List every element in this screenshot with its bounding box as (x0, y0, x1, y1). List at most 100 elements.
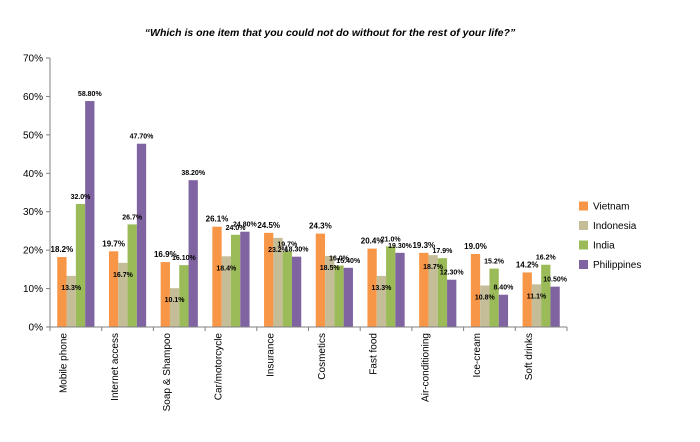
bar (136, 143, 147, 327)
bar (522, 272, 532, 327)
category-label: Ice-cream (472, 333, 483, 377)
data-label: 10.8% (475, 294, 496, 301)
y-tick-label: 50% (23, 130, 43, 141)
data-label: 19.7% (277, 241, 298, 248)
bar (264, 232, 274, 327)
data-label: 19.3% (412, 241, 435, 250)
data-label: 16.0% (329, 256, 350, 263)
category-label: Car/motorcycle (214, 333, 225, 401)
data-label: 14.2% (516, 260, 539, 269)
bar (57, 257, 67, 327)
bar (428, 255, 438, 327)
data-label: 10.50% (543, 277, 568, 284)
y-tick-label: 40% (23, 169, 43, 180)
data-label: 10.1% (165, 297, 186, 304)
bar (160, 262, 170, 327)
data-label: 58.80% (78, 91, 103, 98)
bar (498, 294, 509, 327)
legend-swatch (579, 201, 588, 211)
data-label: 17.9% (432, 248, 453, 255)
y-tick-label: 60% (23, 92, 43, 103)
y-tick-label: 70% (23, 54, 43, 65)
data-label: 23.2% (268, 247, 289, 254)
y-tick-label: 30% (23, 207, 43, 218)
category-label: Air-conditioning (420, 333, 431, 402)
bar (386, 246, 396, 327)
y-axis: 0% 10% 20% 30% 40% 50% 60% 70% (23, 54, 51, 334)
data-label: 18.7% (423, 264, 444, 271)
data-labels: 18.2% 19.7% 16.9% 26.1% 24.5% 24.3% 20.4% 19.3%… (51, 91, 568, 304)
bar (188, 180, 198, 327)
y-tick-label: 10% (23, 284, 43, 295)
data-label: 32.0% (71, 194, 92, 201)
bar (531, 284, 542, 327)
bar (85, 101, 95, 327)
data-label: 19.30% (388, 243, 413, 250)
bar (437, 258, 448, 327)
data-label: 16.2% (536, 255, 557, 262)
bar (273, 237, 283, 327)
data-label: 13.3% (61, 285, 82, 292)
data-label: 24.0% (226, 225, 247, 232)
bar (447, 279, 457, 327)
data-label: 18.30% (285, 247, 310, 254)
bar (75, 204, 86, 327)
legend-swatch (579, 260, 588, 269)
bar (240, 231, 250, 327)
bar (179, 265, 189, 327)
data-label: 20.4% (361, 237, 384, 246)
bar (334, 265, 344, 327)
data-label: 12.30% (440, 270, 465, 277)
legend-label: Vietnam (593, 202, 630, 213)
bar (118, 262, 128, 327)
bar (66, 275, 76, 327)
bar (419, 252, 429, 327)
data-label: 18.4% (216, 265, 237, 272)
bar (489, 268, 499, 327)
bar (343, 267, 353, 327)
bar (480, 285, 490, 327)
bar (282, 251, 292, 327)
bar (395, 252, 405, 327)
category-label: Fast food (369, 333, 380, 375)
category-label: Soft drinks (524, 333, 535, 380)
data-label: 26.7% (122, 214, 143, 221)
legend-swatch (579, 221, 588, 230)
data-label: 8.40% (493, 285, 514, 292)
bar (169, 288, 180, 327)
data-label: 26.1% (206, 215, 229, 224)
data-label: 38.20% (181, 170, 206, 177)
bar (212, 226, 222, 327)
data-label: 16.9% (154, 250, 177, 259)
bar (367, 248, 377, 327)
bar (376, 275, 387, 327)
data-label: 11.1% (527, 293, 547, 300)
bar (127, 224, 137, 327)
data-label: 21.0% (381, 236, 402, 243)
category-label: Cosmetics (317, 333, 328, 380)
bar (108, 251, 119, 327)
bar (291, 256, 302, 327)
bar (470, 253, 481, 327)
category-label: Mobile phone (58, 333, 69, 393)
category-label: Internet access (110, 333, 121, 401)
data-label: 18.5% (320, 265, 341, 272)
data-label: 15.2% (484, 259, 505, 266)
data-label: 16.10% (172, 255, 197, 262)
chart-title: “Which is one item that you could not do… (145, 27, 516, 39)
data-label: 19.0% (464, 242, 487, 251)
x-axis: Mobile phone Internet access Soap & Shampo… (49, 326, 568, 412)
y-tick-label: 0% (29, 323, 44, 334)
bars (57, 101, 560, 327)
bar (230, 234, 241, 327)
bar (550, 286, 560, 327)
data-label: 24.80% (233, 222, 258, 229)
category-label: Insurance (265, 333, 276, 377)
data-label: 18.2% (51, 245, 74, 254)
bar (541, 264, 551, 327)
data-label: 16.7% (113, 272, 134, 279)
category-label: Soap & Shampoo (162, 333, 173, 412)
data-label: 24.3% (309, 222, 332, 231)
legend-label: Philippines (593, 260, 641, 271)
